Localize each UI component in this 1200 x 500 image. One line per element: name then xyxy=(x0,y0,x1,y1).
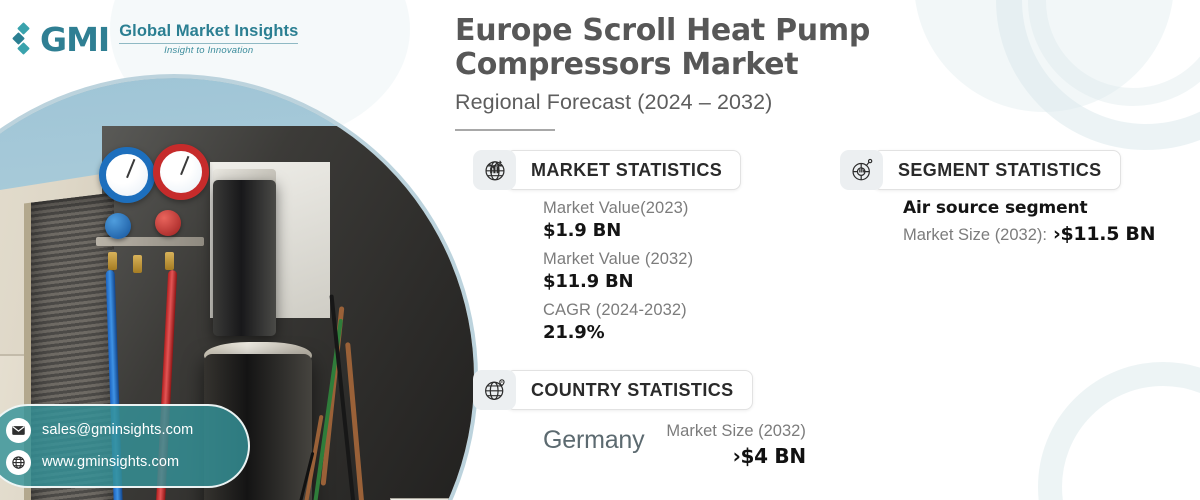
gmi-diamond-logo-icon xyxy=(12,22,32,56)
market-stat-label: CAGR (2024-2032) xyxy=(543,301,687,320)
photo-blue-valve-knob xyxy=(105,213,131,239)
market-stat-label: Market Value (2032) xyxy=(543,250,694,269)
segment-name: Air source segment xyxy=(903,198,1088,218)
page-title: Europe Scroll Heat Pump Compressors Mark… xyxy=(455,13,870,82)
market-stat-value: $11.9 BN xyxy=(543,270,634,292)
country-statistics-block: Germany Market Size (2032) ›$4 BN xyxy=(543,422,806,468)
logo-divider xyxy=(119,42,299,44)
badge-country-statistics-label: COUNTRY STATISTICS xyxy=(506,370,753,410)
country-market-size-value: ›$4 BN xyxy=(732,444,807,468)
logo-wordmark: Global Market Insights Insight to Innova… xyxy=(119,22,299,56)
badge-segment-statistics: SEGMENT STATISTICS xyxy=(840,150,1121,190)
badge-market-statistics-label: MARKET STATISTICS xyxy=(506,150,742,190)
photo-manifold-body xyxy=(96,237,204,246)
donut-chart-growth-icon xyxy=(840,150,883,190)
photo-accumulator-cylinder xyxy=(213,180,276,336)
country-market-size-label: Market Size (2032) xyxy=(666,422,806,440)
country-name: Germany xyxy=(543,426,645,454)
company-name: Global Market Insights xyxy=(119,22,299,41)
market-stat-value: 21.9% xyxy=(543,321,605,343)
globe-icon xyxy=(6,449,31,475)
page-subtitle: Regional Forecast (2024 – 2032) xyxy=(455,90,773,115)
contact-website-row[interactable]: www.gminsights.com xyxy=(6,449,232,475)
segment-market-size-row: Market Size (2032): ›$11.5 BN xyxy=(903,223,1156,245)
photo-red-valve-knob xyxy=(154,210,181,236)
market-stat-label: Market Value(2023) xyxy=(543,199,689,217)
globe-pin-icon xyxy=(473,370,516,410)
contact-website: www.gminsights.com xyxy=(42,454,180,470)
segment-statistics-block: Air source segment Market Size (2032): ›… xyxy=(903,198,1156,245)
title-divider xyxy=(455,129,555,132)
envelope-icon xyxy=(6,417,31,443)
photo-brass-fitting xyxy=(108,252,117,270)
globe-bar-chart-icon xyxy=(473,150,516,190)
contact-email-row[interactable]: sales@gminsights.com xyxy=(6,417,232,443)
photo-brass-fitting xyxy=(165,252,174,270)
photo-electrical-box xyxy=(390,498,468,500)
market-statistics-list: Market Value(2023) $1.9 BN Market Value … xyxy=(543,198,693,351)
market-stat-value: $1.9 BN xyxy=(543,219,622,241)
badge-country-statistics: COUNTRY STATISTICS xyxy=(473,370,753,410)
company-tagline: Insight to Innovation xyxy=(164,44,254,56)
contact-panel: sales@gminsights.com www.gminsights.com xyxy=(0,404,250,488)
photo-brass-fitting xyxy=(133,255,143,273)
content-area: Europe Scroll Heat Pump Compressors Mark… xyxy=(455,0,1200,500)
badge-market-statistics: MARKET STATISTICS xyxy=(473,150,742,190)
photo-low-pressure-gauge xyxy=(99,147,155,203)
contact-email: sales@gminsights.com xyxy=(42,422,194,438)
logo-initials: GMI xyxy=(40,19,110,59)
brand-logo[interactable]: GMI Global Market Insights Insight to In… xyxy=(12,19,299,59)
segment-market-size-value: ›$11.5 BN xyxy=(1052,223,1156,245)
country-market-size: Market Size (2032) ›$4 BN xyxy=(666,422,807,468)
segment-market-size-label: Market Size (2032): xyxy=(903,226,1047,244)
photo-high-pressure-gauge xyxy=(153,144,209,200)
badge-segment-statistics-label: SEGMENT STATISTICS xyxy=(873,150,1121,190)
